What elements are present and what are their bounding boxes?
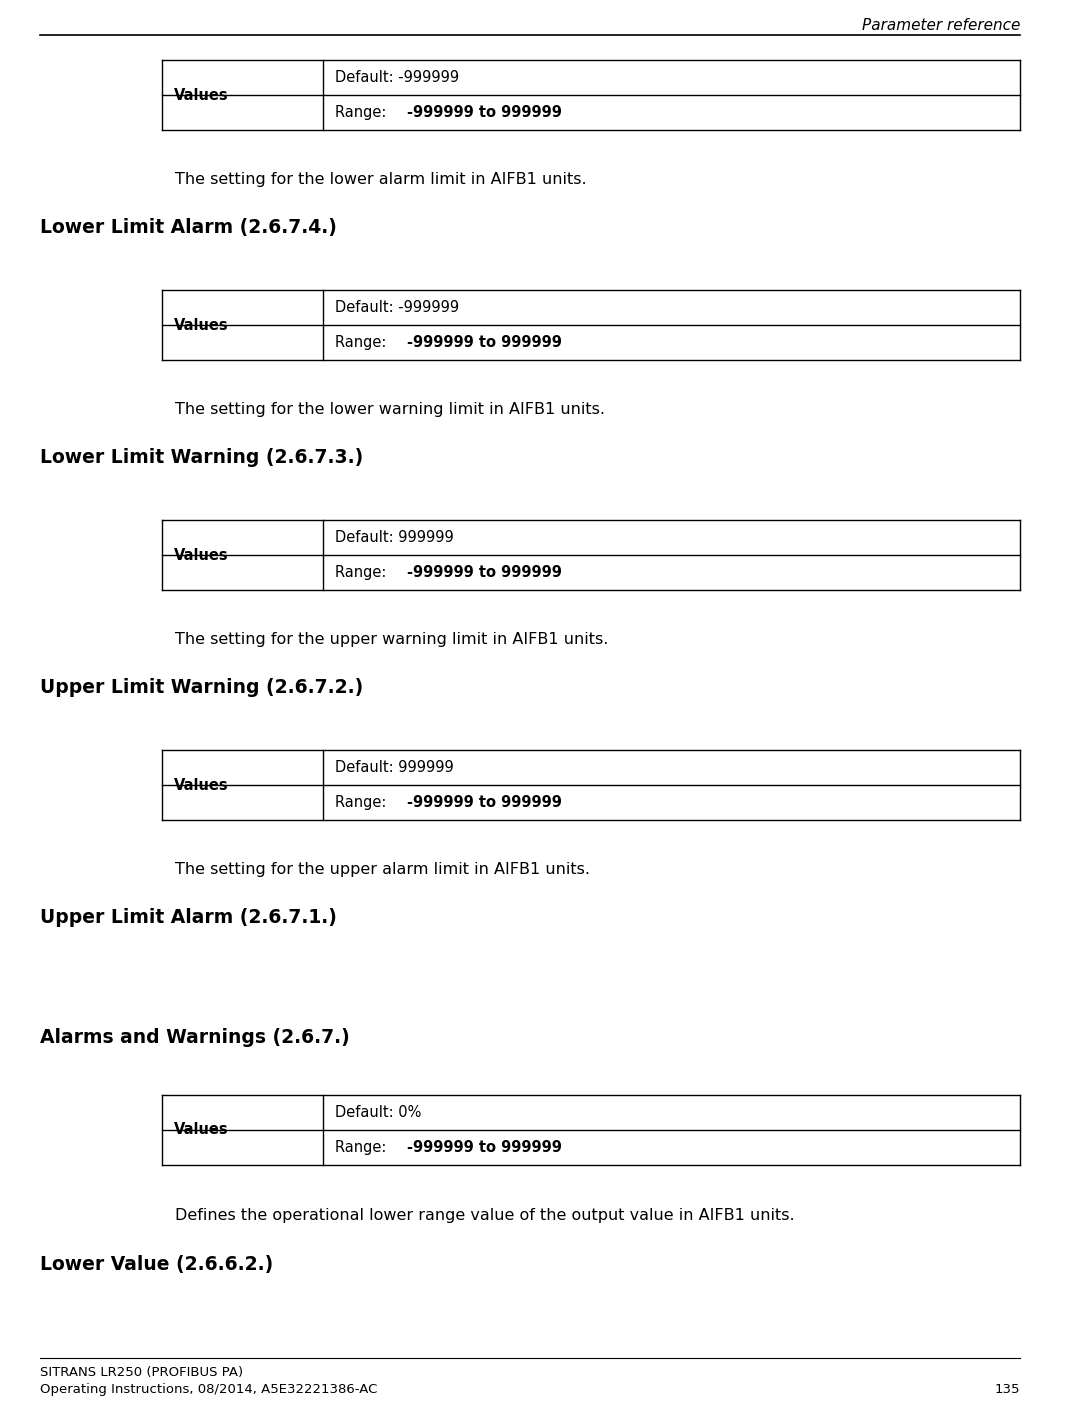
Text: Lower Value (2.6.6.2.): Lower Value (2.6.6.2.) (40, 1255, 273, 1273)
Text: Values: Values (174, 548, 229, 563)
Text: Range:: Range: (335, 564, 391, 580)
Text: 135: 135 (994, 1383, 1020, 1396)
Text: Upper Limit Alarm (2.6.7.1.): Upper Limit Alarm (2.6.7.1.) (40, 908, 336, 927)
Text: The setting for the lower warning limit in AIFB1 units.: The setting for the lower warning limit … (175, 402, 605, 417)
Text: -999999 to 999999: -999999 to 999999 (407, 1140, 562, 1155)
Text: Range:: Range: (335, 336, 391, 350)
Text: The setting for the lower alarm limit in AIFB1 units.: The setting for the lower alarm limit in… (175, 173, 587, 187)
Text: -999999 to 999999: -999999 to 999999 (407, 105, 562, 119)
Text: Values: Values (174, 1123, 229, 1137)
Text: Default: -999999: Default: -999999 (335, 70, 459, 86)
Text: The setting for the upper alarm limit in AIFB1 units.: The setting for the upper alarm limit in… (175, 862, 590, 878)
Text: Alarms and Warnings (2.6.7.): Alarms and Warnings (2.6.7.) (40, 1028, 349, 1047)
Text: Parameter reference: Parameter reference (862, 18, 1020, 34)
Text: Range:: Range: (335, 1140, 391, 1155)
Text: -999999 to 999999: -999999 to 999999 (407, 795, 562, 810)
Text: -999999 to 999999: -999999 to 999999 (407, 564, 562, 580)
Text: Default: 999999: Default: 999999 (335, 529, 454, 545)
Text: SITRANS LR250 (PROFIBUS PA): SITRANS LR250 (PROFIBUS PA) (40, 1366, 243, 1379)
Text: Range:: Range: (335, 105, 391, 119)
Text: Upper Limit Warning (2.6.7.2.): Upper Limit Warning (2.6.7.2.) (40, 678, 363, 696)
Text: Range:: Range: (335, 795, 391, 810)
Text: The setting for the upper warning limit in AIFB1 units.: The setting for the upper warning limit … (175, 632, 608, 647)
Text: Default: 0%: Default: 0% (335, 1105, 421, 1120)
Text: Lower Limit Alarm (2.6.7.4.): Lower Limit Alarm (2.6.7.4.) (40, 218, 336, 237)
Text: -999999 to 999999: -999999 to 999999 (407, 336, 562, 350)
Text: Values: Values (174, 317, 229, 333)
Text: Values: Values (174, 778, 229, 792)
Text: Defines the operational lower range value of the output value in AIFB1 units.: Defines the operational lower range valu… (175, 1207, 794, 1223)
Text: Default: 999999: Default: 999999 (335, 760, 454, 775)
Text: Lower Limit Warning (2.6.7.3.): Lower Limit Warning (2.6.7.3.) (40, 448, 363, 468)
Text: Operating Instructions, 08/2014, A5E32221386-AC: Operating Instructions, 08/2014, A5E3222… (40, 1383, 377, 1396)
Text: Default: -999999: Default: -999999 (335, 300, 459, 314)
Text: Values: Values (174, 87, 229, 102)
